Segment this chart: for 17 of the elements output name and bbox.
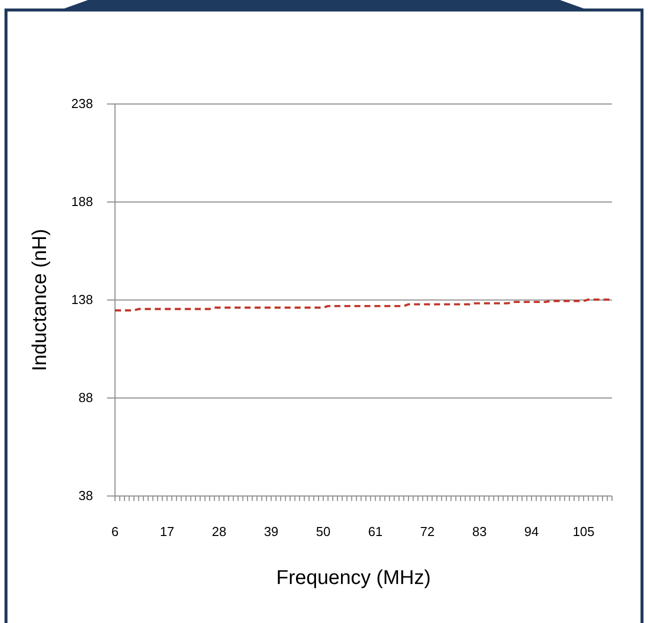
x-tick-label: 17 [160, 524, 174, 539]
y-tick-label: 138 [71, 292, 93, 307]
x-tick-label: 6 [111, 524, 119, 539]
y-tick-label: 188 [71, 194, 93, 209]
x-tick-label: 94 [524, 524, 539, 539]
y-tick-label: 88 [78, 390, 93, 405]
x-tick-label: 72 [420, 524, 435, 539]
x-tick-label: 83 [472, 524, 487, 539]
x-tick-label: 61 [368, 524, 383, 539]
y-axis-title: Inductance (nH) [29, 228, 51, 372]
y-tick-label: 38 [78, 488, 93, 503]
x-tick-label: 50 [316, 524, 330, 539]
x-tick-label: 105 [572, 524, 594, 539]
y-tick-label: 238 [71, 96, 93, 111]
x-tick-label: 28 [212, 524, 226, 539]
x-axis-title: Frequency (MHz) [276, 567, 431, 589]
x-tick-label: 39 [264, 524, 278, 539]
